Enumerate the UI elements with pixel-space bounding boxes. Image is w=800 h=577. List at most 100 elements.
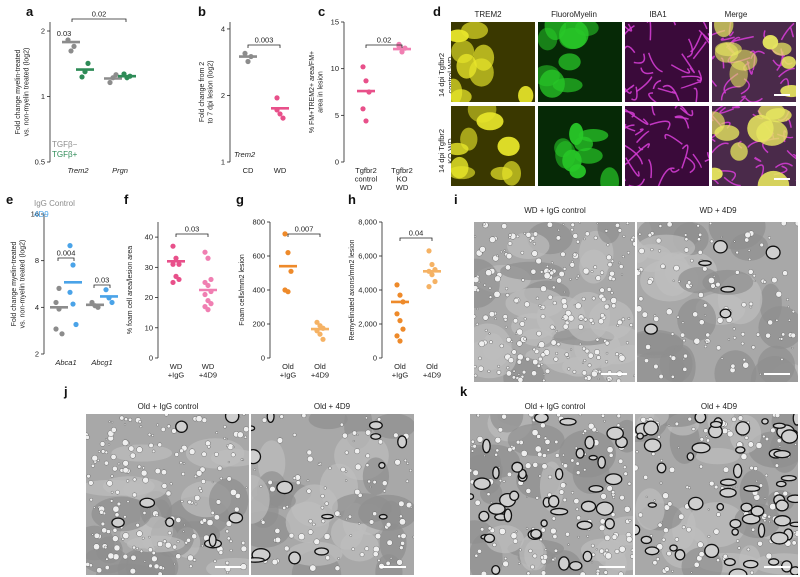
y-tick-label: 2 xyxy=(221,91,225,100)
data-point xyxy=(68,48,74,54)
data-point xyxy=(70,301,76,307)
chart-f: 0 10 20 30 40 % foam cell area/lesion area WD +… xyxy=(127,222,217,380)
x-tick-label: Tgfbr2 control WD xyxy=(355,166,378,190)
panel-k-left-label: Old + IgG control xyxy=(524,402,586,411)
data-point xyxy=(360,64,366,70)
y-tick-label: 1 xyxy=(41,92,45,101)
p-value-label: 0.03 xyxy=(95,276,110,285)
data-point xyxy=(205,255,211,261)
chart-a: 0.5 1 2 Fold change myelin-treated vs. non-m… xyxy=(15,10,136,175)
data-point xyxy=(202,249,208,255)
panel-i: WD + IgG control WD + 4D9 xyxy=(474,198,800,382)
svg-text:Foam cells/mm2 lesion: Foam cells/mm2 lesion xyxy=(239,254,246,326)
p-value-label: 0.03 xyxy=(185,225,200,234)
y-tick-label: 200 xyxy=(252,320,265,329)
data-point xyxy=(176,276,182,283)
significance-bracket xyxy=(247,44,281,48)
panel-k: Old + IgG control Old + 4D9 xyxy=(470,392,800,577)
significance-bracket xyxy=(399,237,433,241)
svg-text:Remyelinated axons/mm2 lesion: Remyelinated axons/mm2 lesion xyxy=(349,239,356,340)
chart-h: 0 2,000 4,000 6,000 8,000 Remyelinated axons/… xyxy=(349,218,441,380)
svg-text:% foam cell area/lesion area: % foam cell area/lesion area xyxy=(127,246,134,334)
y-axis-label: Foam cells/mm2 lesion xyxy=(239,254,246,326)
data-point xyxy=(73,321,79,328)
data-point xyxy=(400,326,406,332)
data-point xyxy=(173,255,179,261)
p-value-label: 0.04 xyxy=(409,229,424,238)
micrograph-iba1-row1 xyxy=(625,22,709,102)
y-tick-label: 5 xyxy=(335,111,339,120)
em-image-i-left xyxy=(474,222,635,382)
y-axis-label: % foam cell area/lesion area xyxy=(127,246,134,334)
panel-label-j: j xyxy=(64,384,68,399)
y-tick-label: 4 xyxy=(221,24,225,33)
y-tick-label: 6,000 xyxy=(358,252,377,261)
data-point xyxy=(363,118,369,124)
panel-label-h: h xyxy=(348,192,356,207)
micrograph-fluoromyelin-row1 xyxy=(538,22,622,102)
x-tick-label: WD xyxy=(274,166,287,175)
y-tick-label: 0 xyxy=(335,158,339,167)
y-tick-label: 8,000 xyxy=(358,218,377,227)
y-tick-label: 0 xyxy=(149,354,153,363)
data-point xyxy=(317,331,323,337)
data-point xyxy=(394,282,400,288)
panel-label-b: b xyxy=(198,4,206,19)
data-point xyxy=(71,43,77,49)
p-value-label: 0.02 xyxy=(377,36,392,45)
panel-label-e: e xyxy=(6,192,14,207)
data-point xyxy=(53,326,59,332)
y-tick-label: 0.5 xyxy=(35,158,45,167)
data-point xyxy=(399,49,405,55)
y-axis-label: Fold change myelin-treated vs. non-myelin… xyxy=(11,240,27,329)
x-tick-label: CD xyxy=(243,166,254,175)
data-point xyxy=(360,106,366,112)
em-image-j-right xyxy=(251,414,414,575)
significance-bracket xyxy=(287,233,321,237)
svg-text:Fold change from 2to 7 dpi les: Fold change from 2 to 7 dpi lesion (log2) xyxy=(199,60,215,123)
data-point xyxy=(107,79,113,86)
x-tick-label: WD +4D9 xyxy=(199,362,217,380)
y-tick-label: 4 xyxy=(35,303,39,312)
panel-label-k: k xyxy=(460,384,468,399)
col-header-fluoromyelin: FluoroMyelin xyxy=(551,10,597,19)
data-point xyxy=(320,336,326,342)
panel-label-f: f xyxy=(124,192,129,207)
em-texture xyxy=(251,414,414,575)
em-texture xyxy=(474,222,635,382)
y-tick-label: 20 xyxy=(145,293,153,302)
chart-g: 0 200 400 600 800 Foam cells/mm2 lesion Old +Ig… xyxy=(239,218,329,380)
data-point xyxy=(426,284,432,290)
x-tick-label: Trem2 xyxy=(67,166,89,175)
col-header-merge: Merge xyxy=(724,10,748,19)
significance-bracket xyxy=(71,18,127,22)
panel-i-right-label: WD + 4D9 xyxy=(699,206,737,215)
y-tick-label: 600 xyxy=(252,252,265,261)
em-texture xyxy=(635,414,798,575)
x-tick-label: Abcg1 xyxy=(90,358,112,367)
data-point xyxy=(205,282,211,289)
panel-label-i: i xyxy=(454,192,458,207)
significance-bracket xyxy=(57,257,75,261)
legend-4d9: 4D9 xyxy=(34,210,49,219)
data-point xyxy=(208,276,214,283)
data-point xyxy=(205,307,211,313)
p-value-label: 0.007 xyxy=(295,225,314,234)
legend-tgfb-plus: TGFβ+ xyxy=(52,150,78,159)
data-point xyxy=(245,58,251,65)
x-tick-label: Old +IgG xyxy=(280,362,297,380)
p-value-label: 0.003 xyxy=(255,36,274,45)
x-tick-label: WD +IgG xyxy=(168,362,185,380)
y-axis-label: Fold change myelin-treated vs. non-myelin… xyxy=(15,48,31,137)
data-point xyxy=(170,279,176,286)
chart-e: 2 4 8 16 Fold change myelin-treated vs. non-m… xyxy=(11,199,118,367)
data-point xyxy=(170,243,176,249)
data-point xyxy=(394,333,400,339)
y-tick-label: 15 xyxy=(331,18,339,27)
legend-igg-control: IgG Control xyxy=(34,199,75,208)
panel-k-right-label: Old + 4D9 xyxy=(700,402,738,411)
y-tick-label: 10 xyxy=(145,323,153,332)
col-header-trem2: TREM2 xyxy=(474,10,502,19)
panel-j-right-label: Old + 4D9 xyxy=(313,402,351,411)
